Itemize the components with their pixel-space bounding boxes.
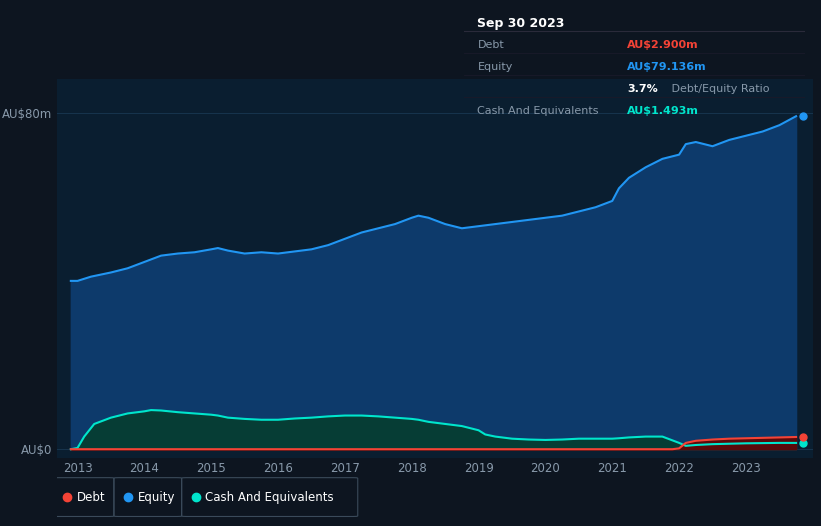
- Text: Sep 30 2023: Sep 30 2023: [478, 17, 565, 30]
- Text: AU$2.900m: AU$2.900m: [627, 41, 699, 50]
- Point: [796, 433, 810, 441]
- Text: Equity: Equity: [478, 63, 513, 73]
- Text: Cash And Equivalents: Cash And Equivalents: [205, 491, 334, 503]
- Text: AU$1.493m: AU$1.493m: [627, 106, 699, 116]
- Text: Debt: Debt: [478, 41, 504, 50]
- Text: Cash And Equivalents: Cash And Equivalents: [478, 106, 599, 116]
- Point: [796, 112, 810, 120]
- Text: Debt: Debt: [76, 491, 105, 503]
- Text: AU$79.136m: AU$79.136m: [627, 63, 707, 73]
- Text: Equity: Equity: [137, 491, 175, 503]
- Text: 3.7%: 3.7%: [627, 85, 658, 95]
- Text: Debt/Equity Ratio: Debt/Equity Ratio: [668, 85, 770, 95]
- Point: [796, 439, 810, 447]
